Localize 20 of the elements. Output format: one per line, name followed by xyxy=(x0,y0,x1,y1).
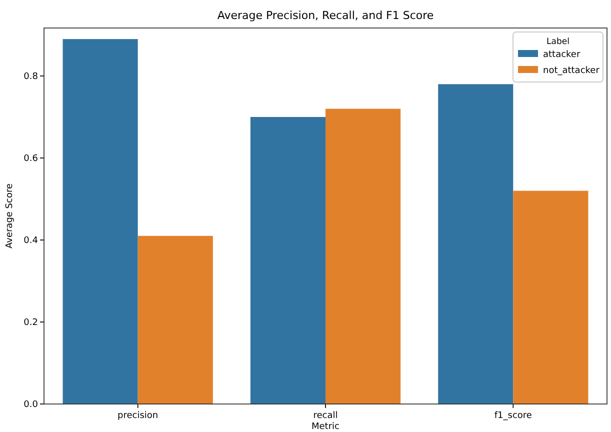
x-axis-title: Metric xyxy=(312,422,340,432)
y-tick-label: 0.4 xyxy=(24,236,38,246)
x-tick-label: precision xyxy=(118,411,158,421)
y-tick-label: 0.6 xyxy=(24,154,38,164)
x-tick-label: recall xyxy=(313,411,338,421)
bar xyxy=(513,190,588,404)
legend-title: Label xyxy=(546,37,570,47)
y-axis-title: Average Score xyxy=(5,183,15,249)
x-tick-label: f1_score xyxy=(494,411,532,421)
bar xyxy=(62,39,138,404)
bar xyxy=(138,236,213,404)
y-tick-label: 0.8 xyxy=(24,72,38,82)
y-tick-label: 0.0 xyxy=(24,400,38,410)
bar xyxy=(326,108,401,404)
legend-label: attacker xyxy=(543,50,580,60)
legend-label: not_attacker xyxy=(543,66,600,76)
y-tick-label: 0.2 xyxy=(24,318,38,328)
bar xyxy=(438,84,514,404)
bar xyxy=(250,116,326,404)
chart-title: Average Precision, Recall, and F1 Score xyxy=(217,9,434,22)
